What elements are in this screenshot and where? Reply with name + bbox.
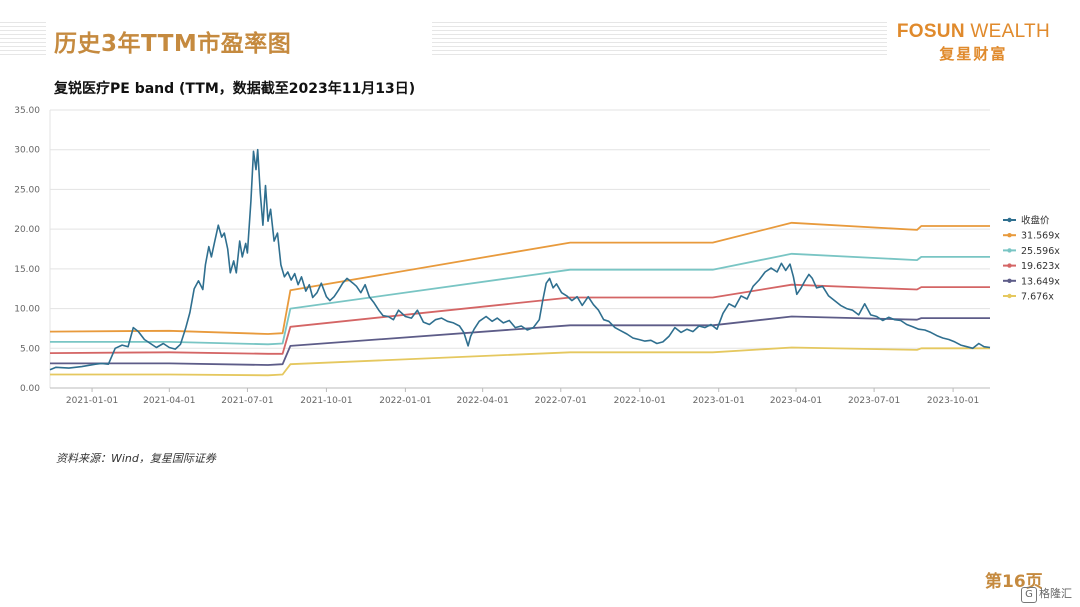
legend-marker (1007, 278, 1012, 283)
legend-label: 31.569x (1021, 231, 1060, 242)
grid-lines (49, 109, 990, 389)
y-tick-label: 25.00 (14, 185, 40, 195)
header-hatch-right (432, 22, 887, 56)
x-tick-label: 2021-04-01 (143, 396, 195, 406)
page-title: 历史3年TTM市盈率图 (54, 31, 292, 57)
y-tick-label: 20.00 (14, 225, 40, 235)
y-tick-label: 5.00 (20, 344, 40, 354)
x-tick-label: 2023-01-01 (693, 396, 745, 406)
legend: 收盘价 31.569x 25.596x 19.623x 13.649x 7.676x (1003, 215, 1060, 303)
logo-english: FOSUN WEALTH (897, 21, 1050, 43)
y-tick-label: 15.00 (14, 265, 40, 275)
fosun-wealth-logo: FOSUN WEALTH 复星财富 (897, 21, 1050, 64)
logo-english-thin: WEALTH (964, 21, 1050, 42)
legend-label: 收盘价 (1021, 215, 1050, 227)
chart-title: 复锐医疗PE band (TTM，数据截至2023年11月13日) (54, 81, 416, 97)
watermark: G 格隆汇 (1021, 585, 1072, 603)
header-hatch-left (0, 22, 46, 56)
y-tick-label: 35.00 (14, 106, 40, 116)
x-tick-label: 2023-04-01 (770, 396, 822, 406)
legend-marker (1007, 263, 1012, 268)
source-note: 资料来源：Wind，复星国际证券 (56, 452, 216, 465)
x-tick-label: 2022-04-01 (457, 396, 509, 406)
series-line-b13 (50, 315, 990, 366)
logo-chinese: 复星财富 (939, 45, 1008, 63)
legend-marker (1007, 217, 1012, 223)
legend-marker (1007, 293, 1012, 299)
y-tick-label: 0.00 (20, 384, 40, 394)
axis-labels: 0.00 5.00 10.00 15.00 20.00 25.00 30.00 35.00 20… (14, 106, 990, 406)
y-tick-label: 30.00 (14, 146, 40, 156)
x-tick-label: 2022-10-01 (614, 396, 666, 406)
series-line-b7 (50, 346, 990, 377)
legend-label: 25.596x (1021, 246, 1060, 257)
series-lines (49, 148, 991, 377)
x-tick-label: 2022-07-01 (535, 396, 587, 406)
x-tick-label: 2021-07-01 (221, 396, 273, 406)
watermark-logo-icon: G (1021, 587, 1037, 603)
series-line-b31 (49, 221, 990, 335)
legend-label: 7.676x (1021, 292, 1054, 303)
legend-marker (1007, 248, 1012, 253)
x-tick-label: 2023-07-01 (848, 396, 900, 406)
y-tick-label: 10.00 (14, 305, 40, 315)
x-tick-label: 2022-01-01 (379, 396, 431, 406)
legend-label: 19.623x (1021, 261, 1060, 272)
x-tick-label: 2021-01-01 (66, 396, 118, 406)
x-tick-label: 2021-10-01 (300, 396, 352, 406)
series-line-price (49, 148, 991, 371)
series-line-b19 (49, 283, 990, 355)
series-line-b25 (50, 252, 990, 346)
legend-label: 13.649x (1021, 276, 1060, 287)
logo-english-bold: FOSUN (896, 21, 965, 42)
legend-marker (1007, 233, 1012, 238)
x-tick-label: 2023-10-01 (927, 396, 979, 406)
watermark-text: 格隆汇 (1039, 587, 1072, 600)
